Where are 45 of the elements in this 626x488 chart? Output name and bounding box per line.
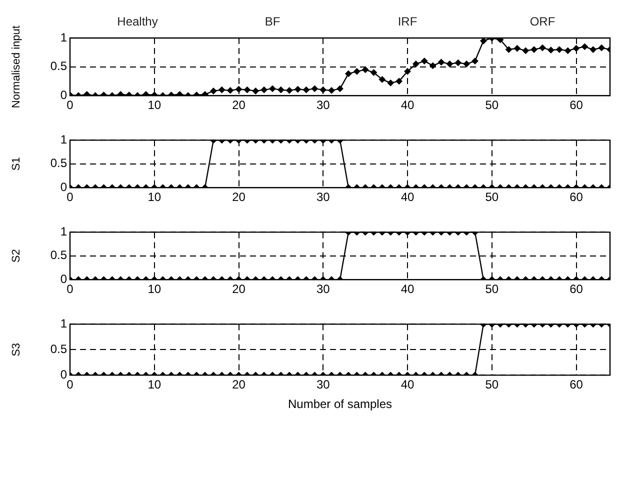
x-tick-label: 30 (316, 190, 330, 204)
x-tick-label: 10 (148, 98, 162, 112)
x-tick-label: 20 (232, 282, 246, 296)
x-tick-label: 20 (232, 98, 246, 112)
y-axis-title: Normalised input (10, 26, 23, 108)
y-tick-label: 0 (60, 272, 68, 286)
x-tick-label: 10 (148, 190, 162, 204)
y-tick-label: 0.5 (50, 342, 68, 356)
y-tick-label: 1 (60, 132, 68, 147)
text: IRF (398, 14, 418, 28)
x-tick-label: 10 (148, 378, 162, 392)
y-axis-title: S1 (10, 157, 23, 171)
x-tick-label: 60 (570, 378, 584, 392)
y-tick-label: 0 (60, 88, 68, 102)
y-tick-label: 0.5 (50, 248, 68, 262)
x-tick-label: 30 (316, 98, 330, 112)
x-tick-label: 30 (316, 282, 330, 296)
y-tick-label: 1 (60, 224, 68, 239)
x-tick-label: 60 (570, 190, 584, 204)
x-tick-label: 60 (570, 98, 584, 112)
x-tick-label: 50 (485, 98, 499, 112)
x-tick-label: 30 (316, 378, 330, 392)
y-tick-label: 1 (60, 316, 68, 331)
x-tick-label: 20 (232, 378, 246, 392)
x-tick-label: 60 (570, 282, 584, 296)
text: ORF (530, 14, 556, 28)
x-tick-label: 10 (148, 282, 162, 296)
y-tick-label: 0 (60, 180, 68, 194)
y-tick-label: 0 (60, 368, 68, 382)
x-tick-label: 50 (485, 190, 499, 204)
y-axis-title: S3 (10, 342, 23, 356)
x-tick-label: 40 (400, 98, 414, 112)
x-tick-label: 50 (485, 282, 499, 296)
x-axis-title: Number of samples (288, 397, 392, 412)
y-tick-label: 0.5 (50, 156, 68, 170)
x-tick-label: 50 (485, 378, 499, 392)
x-tick-label: 40 (400, 190, 414, 204)
y-axis-title: S2 (10, 249, 23, 263)
x-tick-label: 40 (400, 282, 414, 296)
text: Healthy (117, 14, 158, 28)
text: BF (264, 14, 280, 28)
x-tick-label: 40 (400, 378, 414, 392)
x-tick-label: 20 (232, 190, 246, 204)
y-tick-label: 0.5 (50, 59, 68, 74)
y-tick-label: 1 (60, 30, 68, 44)
